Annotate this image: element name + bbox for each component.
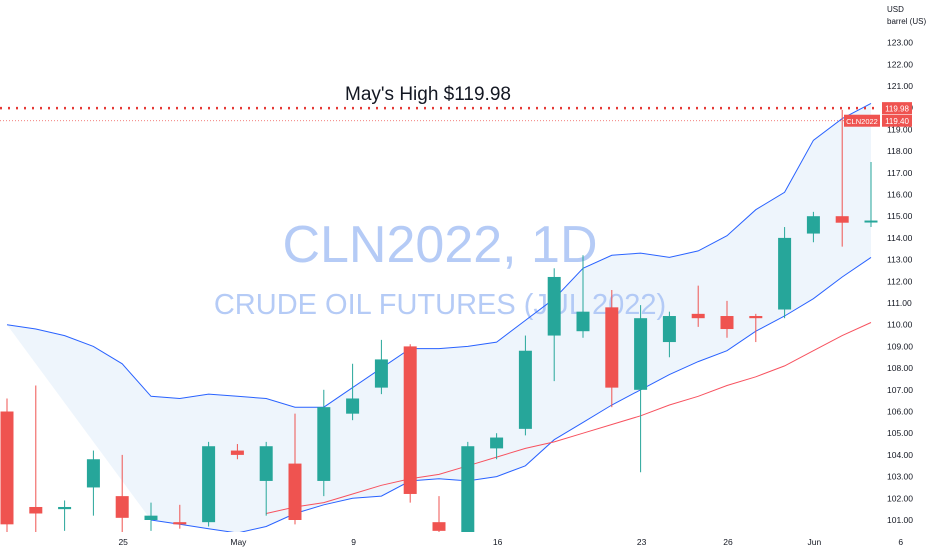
price-tag — [882, 114, 912, 127]
candle-body — [432, 522, 446, 531]
x-tick-label: 23 — [637, 537, 647, 547]
y-tick-label: 106.00 — [887, 407, 913, 417]
y-tick-label: 108.00 — [887, 363, 913, 373]
x-tick-label: 6 — [898, 537, 903, 547]
candle-body — [749, 316, 763, 319]
candle-body — [317, 407, 331, 481]
watermark-description: CRUDE OIL FUTURES (JUL 2022) — [214, 289, 666, 321]
candle-body — [403, 346, 417, 494]
y-tick-label: 117.00 — [887, 168, 913, 178]
candle-body — [144, 515, 158, 520]
candle-body — [29, 506, 43, 514]
candle-body — [288, 463, 302, 520]
candle-body — [490, 437, 504, 449]
y-tick-label: 119.00 — [887, 124, 913, 134]
annotation-label: May's High $119.98 — [345, 84, 511, 105]
symbol-tag-label: CLN2022 — [846, 117, 878, 126]
upper-band-line — [6, 102, 872, 408]
candle-body — [547, 276, 561, 336]
y-tick-label: 102.00 — [887, 493, 913, 503]
candle-body — [0, 411, 14, 525]
price-tag — [882, 102, 912, 115]
y-tick-label: 104.00 — [887, 450, 913, 460]
candle-body — [835, 216, 849, 223]
price-axis-background — [880, 0, 932, 550]
candle-body — [461, 446, 475, 540]
symbol-tag — [844, 114, 880, 127]
candle-body — [346, 398, 360, 414]
price-tag-label: 119.98 — [885, 105, 909, 114]
y-tick-label: 101.00 — [887, 515, 913, 525]
price-tag-label: 119.40 — [885, 117, 909, 126]
candle-body — [778, 237, 792, 310]
y-tick-label: 113.00 — [887, 255, 913, 265]
candle-body — [230, 450, 244, 455]
y-tick-label: 114.00 — [887, 233, 913, 243]
axis-unit: barrel (US) — [887, 17, 926, 26]
candle-body — [864, 220, 878, 223]
y-tick-label: 118.00 — [887, 146, 913, 156]
candle-body — [806, 216, 820, 234]
x-tick-label: 26 — [723, 537, 733, 547]
y-tick-label: 109.00 — [887, 341, 913, 351]
y-tick-label: 122.00 — [887, 59, 913, 69]
y-tick-label: 111.00 — [887, 298, 912, 308]
candle-body — [691, 313, 705, 319]
x-tick-label: 9 — [351, 537, 356, 547]
y-tick-label: 105.00 — [887, 428, 913, 438]
x-tick-label: May — [230, 537, 247, 547]
y-tick-label: 110.00 — [887, 320, 913, 330]
watermark-symbol: CLN2022, 1D — [282, 216, 597, 274]
y-tick-label: 107.00 — [887, 385, 913, 395]
x-tick-label: 16 — [493, 537, 503, 547]
candle-body — [86, 459, 100, 488]
band-fill — [7, 103, 871, 534]
x-tick-label: 25 — [118, 537, 128, 547]
candle-body — [259, 446, 273, 481]
y-tick-label: 112.00 — [887, 276, 913, 286]
y-tick-label: 103.00 — [887, 472, 913, 482]
candle-body — [173, 522, 187, 525]
candle-body — [576, 311, 590, 332]
lower-band-line — [150, 256, 872, 534]
y-tick-label: 115.00 — [887, 211, 913, 221]
candle-body — [662, 316, 676, 343]
candle-body — [202, 446, 216, 523]
candle-body — [115, 496, 129, 518]
y-tick-label: 116.00 — [887, 190, 913, 200]
candle-body — [374, 359, 388, 388]
axis-currency: USD — [887, 5, 904, 14]
moving-average-line — [266, 322, 872, 514]
candle-body — [720, 316, 734, 330]
time-axis-background — [0, 532, 932, 550]
candle-body — [634, 318, 648, 390]
candle-body — [58, 506, 72, 510]
y-tick-label: 121.00 — [887, 81, 913, 91]
x-tick-label: Jun — [808, 537, 822, 547]
candle-body — [605, 307, 619, 388]
y-tick-label: 123.00 — [887, 38, 913, 48]
candle-body — [518, 350, 532, 429]
